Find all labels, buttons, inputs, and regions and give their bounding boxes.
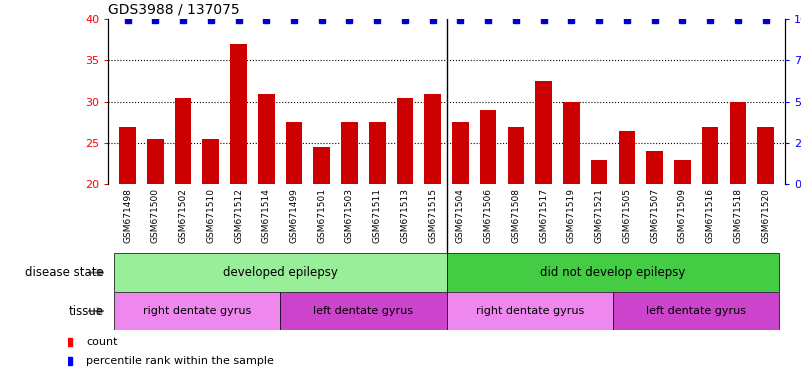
Bar: [702, 126, 718, 184]
Text: GSM671508: GSM671508: [511, 188, 521, 243]
Bar: [114, 253, 447, 292]
Bar: [341, 122, 358, 184]
Text: GSM671498: GSM671498: [123, 188, 132, 243]
Text: GSM671517: GSM671517: [539, 188, 548, 243]
Bar: [452, 122, 469, 184]
Bar: [280, 292, 447, 330]
Bar: [563, 102, 580, 184]
Bar: [613, 292, 779, 330]
Text: right dentate gyrus: right dentate gyrus: [143, 306, 251, 316]
Text: GSM671503: GSM671503: [345, 188, 354, 243]
Text: GSM671513: GSM671513: [400, 188, 409, 243]
Bar: [175, 98, 191, 184]
Bar: [730, 102, 747, 184]
Bar: [646, 151, 663, 184]
Text: GSM671516: GSM671516: [706, 188, 714, 243]
Text: GSM671518: GSM671518: [734, 188, 743, 243]
Text: GSM671511: GSM671511: [372, 188, 382, 243]
Bar: [313, 147, 330, 184]
Text: GSM671512: GSM671512: [234, 188, 243, 243]
Text: GSM671505: GSM671505: [622, 188, 631, 243]
Bar: [480, 110, 497, 184]
Text: tissue: tissue: [69, 305, 104, 318]
Text: right dentate gyrus: right dentate gyrus: [476, 306, 584, 316]
Text: GDS3988 / 137075: GDS3988 / 137075: [108, 3, 239, 17]
Bar: [119, 126, 136, 184]
Text: GSM671502: GSM671502: [179, 188, 187, 243]
Bar: [591, 160, 607, 184]
Text: percentile rank within the sample: percentile rank within the sample: [86, 356, 274, 366]
Text: GSM671500: GSM671500: [151, 188, 159, 243]
Bar: [447, 292, 613, 330]
Bar: [230, 44, 247, 184]
Text: did not develop epilepsy: did not develop epilepsy: [541, 266, 686, 279]
Text: GSM671520: GSM671520: [761, 188, 770, 243]
Text: GSM671519: GSM671519: [567, 188, 576, 243]
Text: GSM671507: GSM671507: [650, 188, 659, 243]
Bar: [396, 98, 413, 184]
Text: disease state: disease state: [26, 266, 104, 279]
Text: left dentate gyrus: left dentate gyrus: [646, 306, 747, 316]
Bar: [147, 139, 163, 184]
Text: GSM671506: GSM671506: [484, 188, 493, 243]
Bar: [369, 122, 385, 184]
Bar: [286, 122, 302, 184]
Text: GSM671501: GSM671501: [317, 188, 326, 243]
Bar: [114, 292, 280, 330]
Text: left dentate gyrus: left dentate gyrus: [313, 306, 413, 316]
Bar: [425, 93, 441, 184]
Bar: [535, 81, 552, 184]
Bar: [674, 160, 690, 184]
Text: developed epilepsy: developed epilepsy: [223, 266, 337, 279]
Bar: [203, 139, 219, 184]
Text: GSM671509: GSM671509: [678, 188, 686, 243]
Bar: [258, 93, 275, 184]
Text: GSM671504: GSM671504: [456, 188, 465, 243]
Bar: [757, 126, 774, 184]
Text: GSM671521: GSM671521: [594, 188, 604, 243]
Text: GSM671515: GSM671515: [429, 188, 437, 243]
Text: GSM671499: GSM671499: [289, 188, 299, 243]
Bar: [447, 253, 779, 292]
Bar: [508, 126, 524, 184]
Text: GSM671510: GSM671510: [207, 188, 215, 243]
Bar: [618, 131, 635, 184]
Text: count: count: [86, 337, 118, 347]
Text: GSM671514: GSM671514: [262, 188, 271, 243]
